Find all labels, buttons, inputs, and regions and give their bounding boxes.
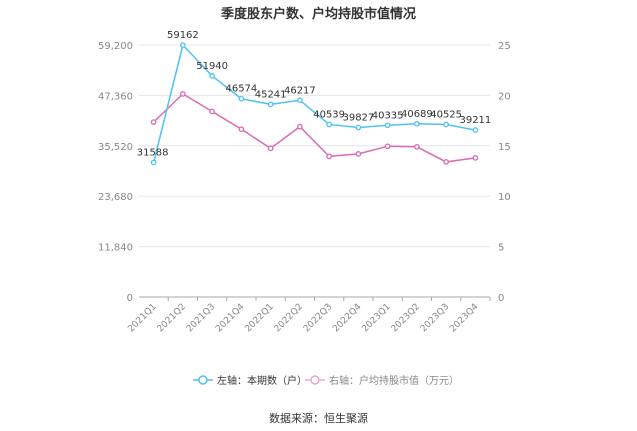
right-tick-label: 10: [498, 192, 511, 203]
left-tick-label: 35,520: [98, 142, 133, 153]
right-tick-label: 0: [498, 293, 504, 304]
left-series-point: [384, 122, 391, 129]
left-tick-label: 59,200: [98, 41, 133, 52]
left-series-point: [443, 121, 449, 128]
left-series-point: [267, 101, 274, 108]
left-series-point: [180, 42, 186, 49]
x-tick-label: 2022Q1: [243, 302, 275, 334]
data-label: 59162: [167, 30, 199, 41]
legend-line-icon: [193, 374, 213, 385]
right-tick-label: 25: [498, 41, 511, 52]
x-tick-label: 2022Q3: [302, 302, 334, 334]
data-label: 40525: [430, 109, 462, 120]
x-tick-label: 2023Q2: [390, 302, 422, 334]
x-tick-label: 2022Q4: [331, 302, 364, 335]
data-label: 40539: [313, 109, 345, 120]
legend-item-right[interactable]: 右轴：户均持股市值（万元）: [305, 372, 459, 387]
left-tick-label: 23,680: [98, 192, 133, 203]
x-tick-label: 2023Q4: [448, 302, 481, 335]
data-label: 46217: [284, 85, 316, 96]
right-series-point: [180, 91, 186, 97]
right-series-point: [238, 126, 245, 133]
right-series-point: [443, 159, 449, 165]
right-series-point: [150, 119, 157, 125]
chart-title: 季度股东户数、户均持股市值情况: [220, 7, 416, 22]
left-tick-label: 47,360: [98, 91, 133, 102]
right-series-point: [414, 143, 420, 150]
left-series-point: [326, 121, 332, 128]
left-series-point: [355, 124, 362, 131]
data-label: 31588: [137, 148, 169, 159]
left-series-point: [150, 159, 157, 166]
x-tick-label: 2023Q3: [419, 302, 451, 334]
right-series-point: [209, 108, 215, 115]
left-series-line: [152, 43, 476, 163]
right-series-point: [384, 143, 391, 150]
left-series-point: [209, 73, 215, 79]
data-label: 45241: [255, 89, 287, 100]
left-series-point: [472, 127, 479, 133]
data-label: 46574: [225, 84, 257, 95]
x-tick-label: 2022Q2: [273, 302, 305, 334]
right-series-point: [267, 145, 274, 152]
data-label: 40689: [401, 109, 433, 120]
right-series-point: [472, 155, 479, 161]
data-label: 39211: [459, 115, 491, 126]
right-series-point: [297, 123, 303, 130]
x-tick-label: 2021Q4: [214, 302, 247, 335]
x-tick-label: 2023Q1: [360, 302, 392, 334]
left-tick-label: 11,840: [98, 243, 133, 254]
legend-label: 右轴：户均持股市值（万元）: [329, 376, 459, 387]
x-tick-label: 2021Q3: [185, 302, 217, 334]
x-tick-label: 2021Q2: [156, 302, 188, 334]
legend-item-left[interactable]: 左轴：本期数（户）: [193, 372, 307, 387]
left-series-point: [238, 95, 245, 102]
left-series-point: [297, 97, 303, 104]
x-tick-label: 2021Q1: [126, 302, 158, 334]
right-tick-label: 15: [498, 142, 511, 153]
data-label: 40335: [372, 110, 404, 121]
legend-label: 左轴：本期数（户）: [217, 376, 307, 387]
data-label: 51940: [196, 61, 228, 72]
data-source: 数据来源：恒生聚源: [269, 412, 368, 425]
right-series-point: [355, 151, 362, 157]
right-series-line: [153, 92, 476, 163]
right-series-point: [326, 153, 332, 160]
legend-line-icon: [305, 374, 325, 385]
right-tick-label: 5: [498, 243, 504, 254]
data-label: 39827: [342, 112, 374, 123]
left-tick-label: 0: [127, 293, 133, 304]
left-series-point: [414, 120, 420, 127]
right-tick-label: 20: [498, 91, 511, 102]
